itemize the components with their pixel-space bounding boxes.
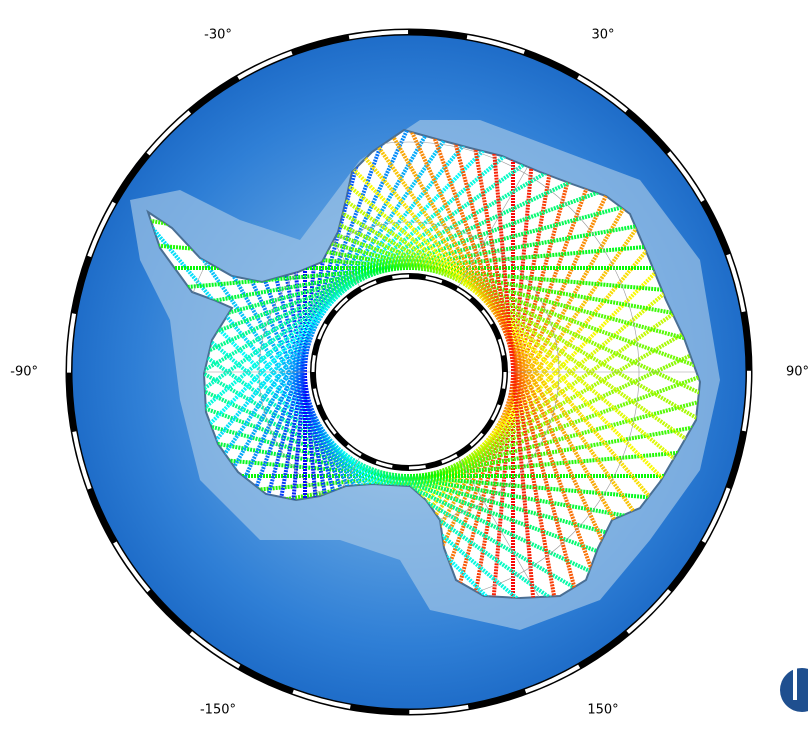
longitude-label: -90° (10, 365, 38, 380)
longitude-label: 90° (786, 365, 808, 380)
longitude-label: 150° (587, 703, 618, 718)
longitude-label: -150° (200, 703, 236, 718)
longitude-label: 30° (591, 28, 614, 43)
longitude-label: -30° (204, 28, 232, 43)
polar-map: -30° 30° -90° 90° -150° 150° (0, 0, 808, 738)
page: -30° 30° -90° 90° -150° 150° (() => { co… (0, 0, 808, 738)
logo (740, 655, 808, 738)
